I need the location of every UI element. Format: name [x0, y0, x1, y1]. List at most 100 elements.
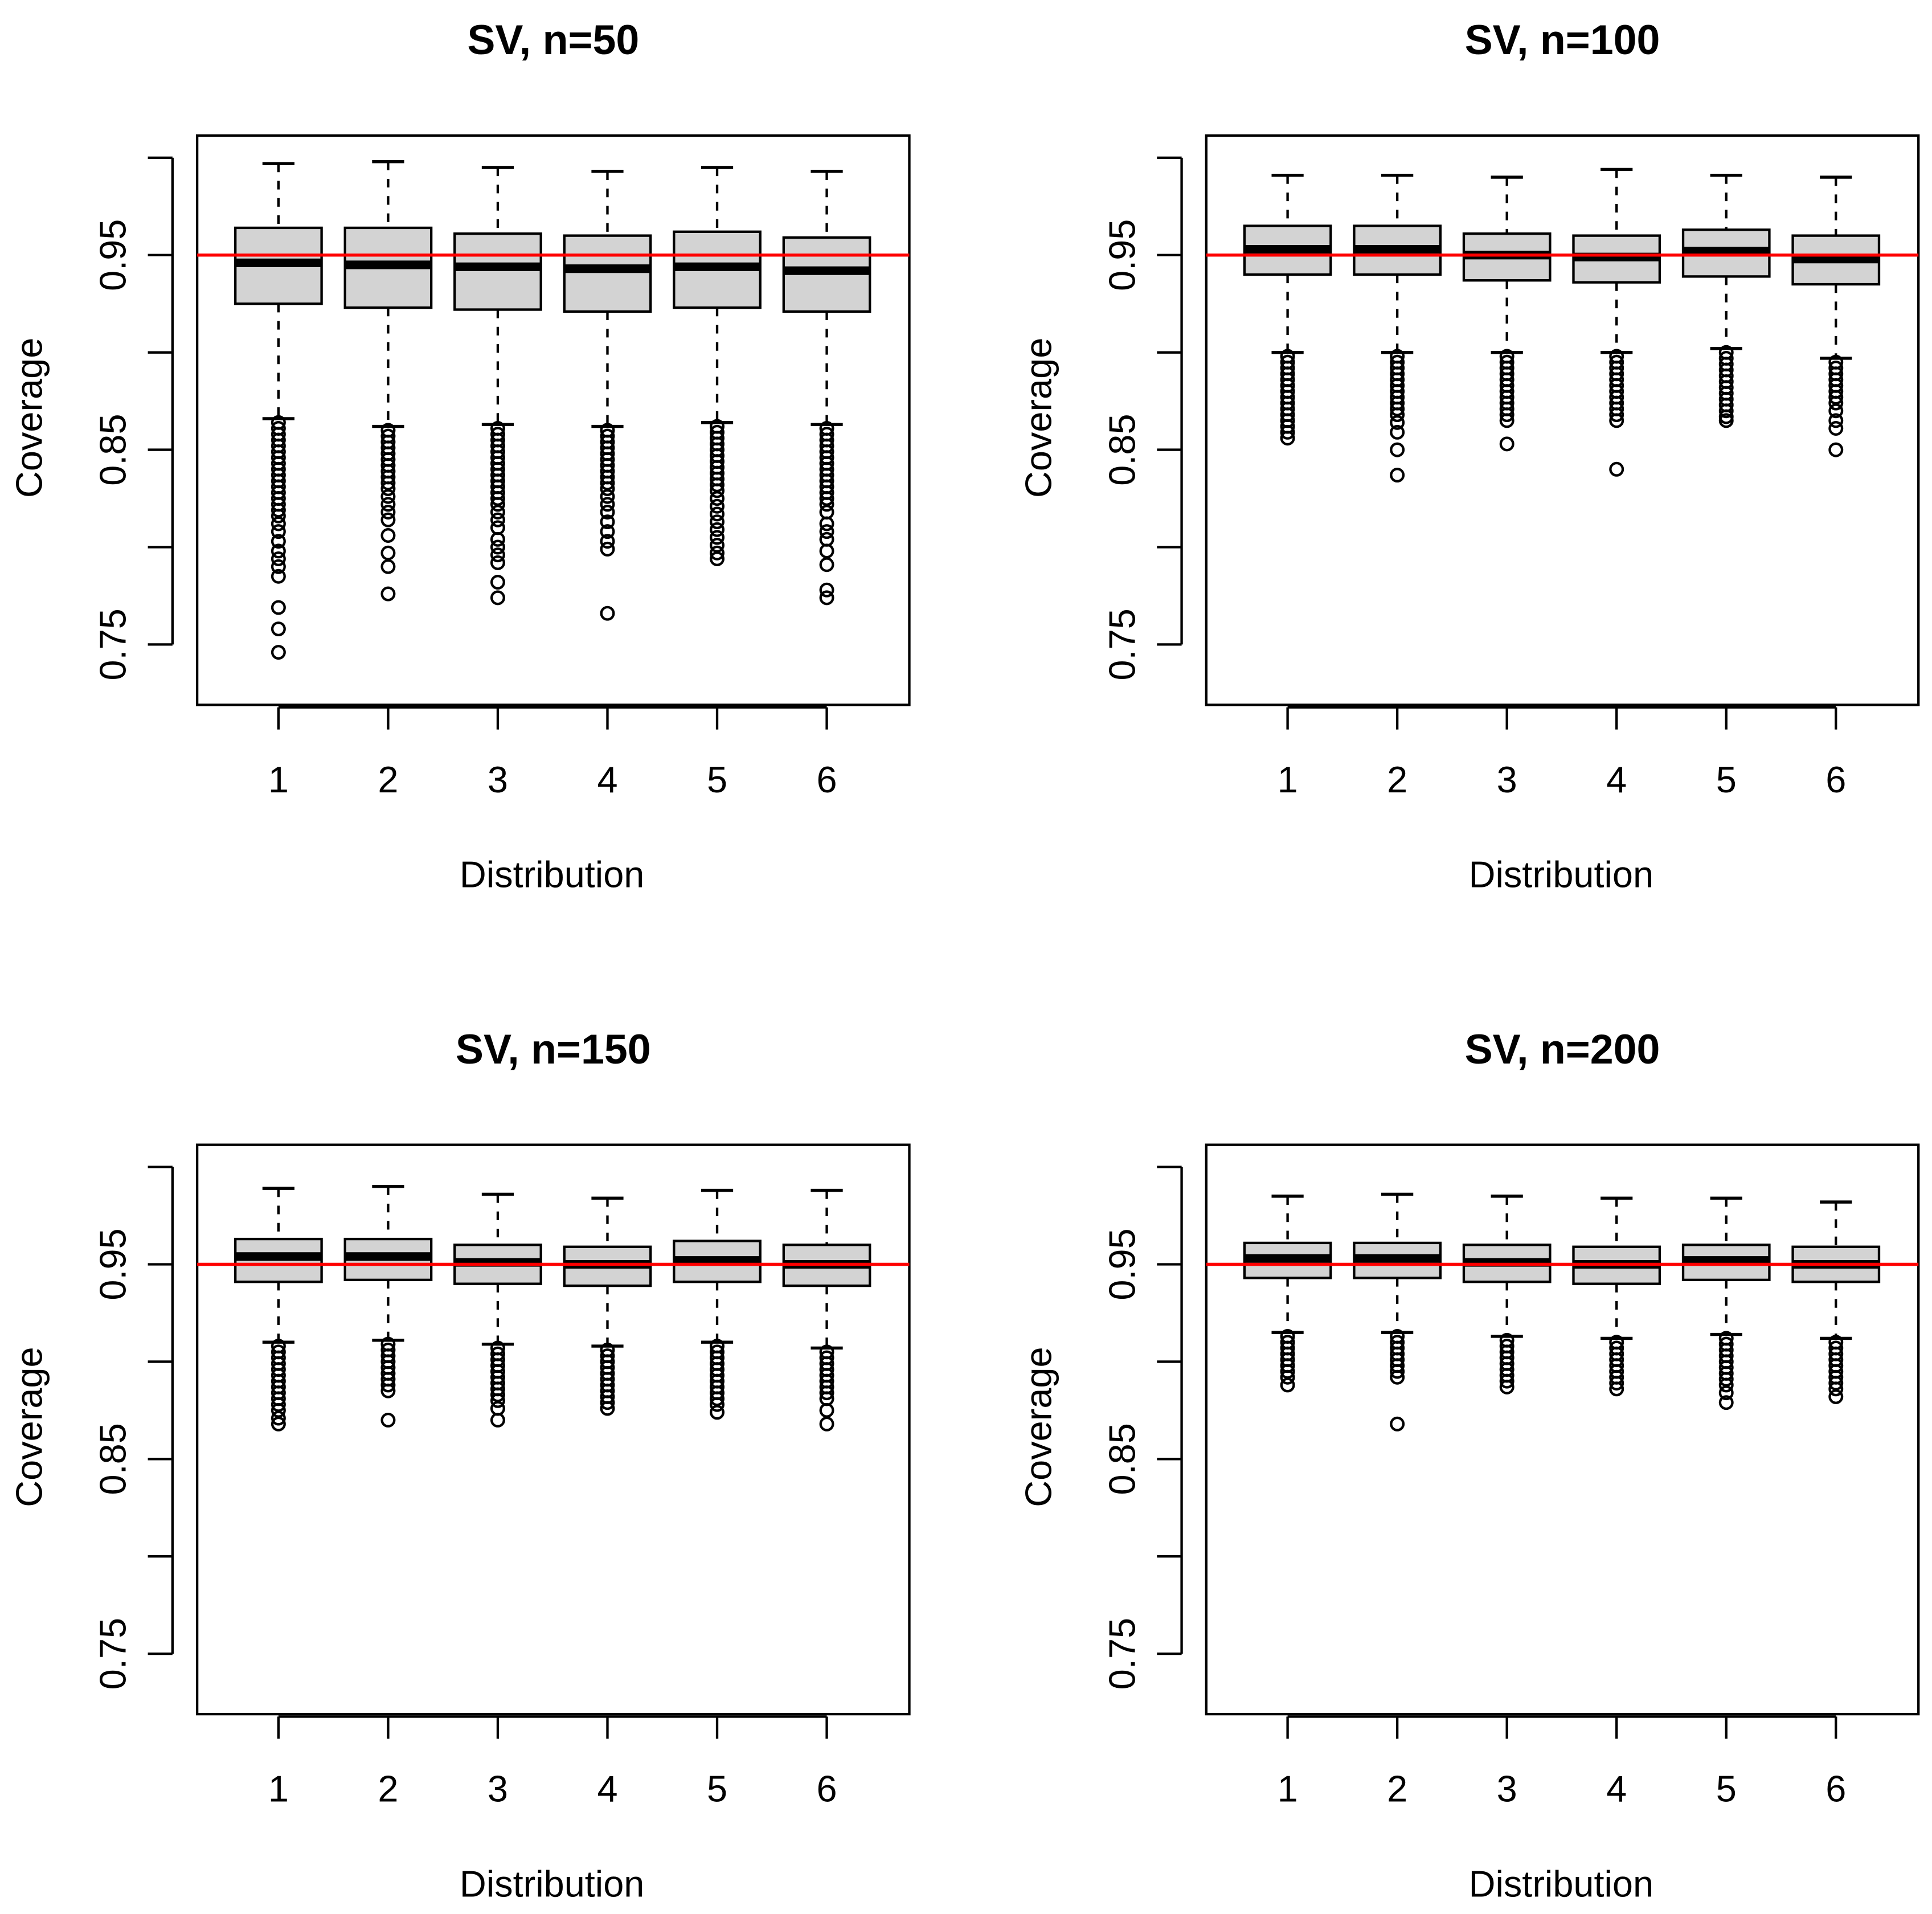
panel-1: SV, n=50 0.75 0.85 0.95 Coverage 1 2 3 4 5 6 Distri… — [9, 16, 911, 895]
outlier-point — [490, 547, 505, 563]
outlier-point — [1390, 407, 1405, 423]
box-1 — [1243, 173, 1332, 446]
y-tick-label: 0.85 — [92, 1423, 134, 1495]
y-tick-label: 0.75 — [1101, 608, 1143, 680]
outlier-point — [490, 1387, 505, 1402]
outlier-point — [490, 590, 505, 606]
box-4 — [563, 170, 652, 621]
outlier-point — [710, 477, 724, 493]
x-tick-label: 4 — [597, 1768, 617, 1810]
x-tick-label: 2 — [378, 759, 398, 800]
outlier-point — [271, 543, 286, 559]
box-6 — [1791, 175, 1881, 457]
x-tick-label: 1 — [268, 759, 289, 800]
outlier-point — [1828, 395, 1844, 411]
outlier-point — [271, 502, 286, 518]
box-3 — [1462, 175, 1552, 452]
outlier-point — [490, 555, 505, 570]
outlier-point — [271, 600, 286, 615]
x-tick-label: 5 — [1716, 1768, 1737, 1810]
outlier-point — [1280, 1377, 1295, 1393]
outlier-point — [819, 543, 834, 559]
outlier-point — [1718, 413, 1734, 428]
x-tick-label: 2 — [378, 1768, 398, 1810]
x-axis-label: Distribution — [460, 854, 645, 895]
x-tick-label: 6 — [1825, 1768, 1846, 1810]
box-1 — [1243, 1195, 1332, 1393]
outlier-point — [1390, 442, 1405, 457]
outlier-point — [1390, 1369, 1405, 1385]
outlier-point — [490, 1412, 505, 1428]
x-tick-label: 3 — [488, 759, 508, 800]
outlier-point — [600, 475, 615, 490]
outlier-point — [1499, 1379, 1515, 1394]
panel-3: SV, n=150 0.75 0.85 0.95 Coverage 1 2 3 4 5 6 Distr… — [9, 1025, 911, 1904]
plot-frame — [195, 1143, 911, 1716]
box-5 — [1681, 1196, 1771, 1410]
outlier-point — [1609, 1381, 1624, 1397]
outlier-point — [710, 491, 724, 506]
box-5 — [673, 1188, 762, 1420]
outlier-point — [380, 586, 396, 602]
outlier-point — [271, 645, 286, 660]
y-tick-label: 0.75 — [1101, 1618, 1143, 1690]
outlier-point — [1280, 424, 1295, 440]
outlier-point — [1828, 442, 1844, 457]
panel-title: SV, n=200 — [1465, 1025, 1660, 1073]
outlier-point — [490, 497, 505, 512]
panel-title: SV, n=150 — [456, 1025, 651, 1073]
outlier-point — [380, 475, 396, 490]
x-tick-label: 6 — [1825, 759, 1846, 800]
outlier-point — [1499, 413, 1515, 428]
y-tick-label: 0.95 — [1101, 219, 1143, 291]
outlier-point — [1280, 1369, 1295, 1385]
outlier-point — [1609, 1376, 1624, 1390]
outlier-point — [271, 551, 286, 566]
box-1 — [234, 162, 323, 660]
y-axis-label: Coverage — [1017, 1347, 1059, 1507]
box-3 — [453, 166, 542, 606]
outlier-point — [1718, 1372, 1734, 1387]
outlier-point — [819, 516, 834, 531]
x-tick-label: 5 — [707, 759, 727, 800]
outlier-point — [271, 569, 286, 584]
outlier-point — [710, 483, 724, 498]
x-axis-label: Distribution — [1469, 1863, 1654, 1904]
box-5 — [673, 166, 762, 566]
y-tick-label: 0.75 — [92, 608, 134, 680]
outlier-point — [1390, 415, 1405, 430]
y-axis-label: Coverage — [9, 338, 50, 498]
outlier-point — [819, 1385, 834, 1401]
x-axis-label: Distribution — [460, 1863, 645, 1904]
outlier-point — [1499, 407, 1515, 423]
outlier-point — [710, 538, 724, 553]
outlier-point — [1390, 401, 1405, 416]
outlier-point — [819, 497, 834, 512]
x-tick-label: 1 — [1278, 1768, 1298, 1810]
x-tick-label: 1 — [268, 1768, 289, 1810]
outlier-point — [710, 545, 724, 561]
y-axis-label: Coverage — [1017, 338, 1059, 498]
outlier-point — [380, 481, 396, 496]
box-4 — [1572, 167, 1661, 477]
y-tick-label: 0.95 — [1101, 1228, 1143, 1300]
outlier-point — [600, 1395, 615, 1410]
outlier-point — [1609, 413, 1624, 428]
outlier-point — [271, 1397, 286, 1412]
outlier-point — [1390, 1364, 1405, 1379]
y-tick-label: 0.85 — [92, 414, 134, 485]
outlier-point — [271, 1410, 286, 1426]
outlier-point — [1499, 1373, 1515, 1389]
outlier-point — [380, 512, 396, 527]
outlier-point — [1828, 390, 1844, 405]
box-2 — [1353, 173, 1442, 483]
outlier-point — [1390, 1416, 1405, 1432]
outlier-point — [819, 582, 834, 598]
outlier-point — [710, 498, 724, 514]
x-tick-label: 3 — [1497, 759, 1517, 800]
outlier-point — [380, 497, 396, 512]
box-1 — [234, 1187, 323, 1432]
outlier-point — [819, 524, 834, 539]
outlier-point — [490, 491, 505, 506]
